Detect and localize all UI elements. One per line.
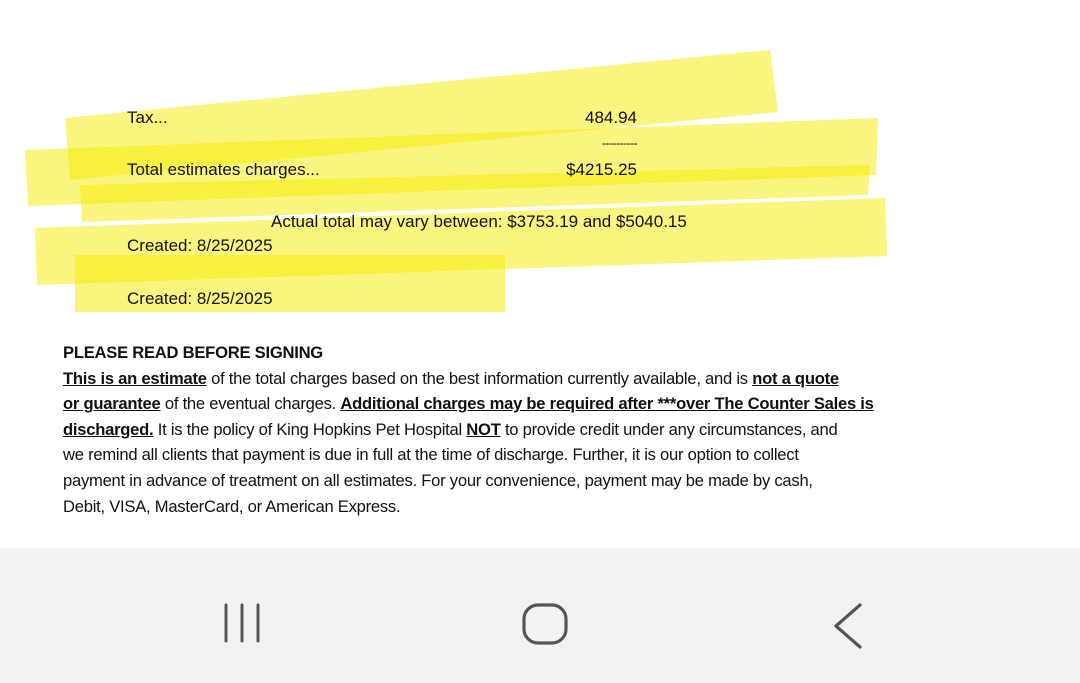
emphasized-text: Additional charges may be required after… [340,394,874,414]
highlight-stroke [80,165,870,222]
notice-text: payment in advance of treatment on all e… [63,470,813,490]
system-nav-bar [0,548,1080,683]
created-date: Created: 8/25/2025 [127,289,273,308]
notice-line: or guarantee of the eventual charges. Ad… [63,391,874,417]
total-value: $4215.25 [566,160,637,179]
highlighter-marks [25,50,887,312]
notice-line: we remind all clients that payment is du… [63,442,874,468]
notice-block: PLEASE READ BEFORE SIGNING This is an es… [63,340,874,519]
sum-divider: ---------- [602,136,637,150]
emphasized-text: not a quote [752,368,839,388]
highlight-stroke [75,255,505,312]
emphasized-text: This is an estimate [63,368,207,388]
notice-heading: PLEASE READ BEFORE SIGNING [63,343,323,362]
range-note: Actual total may vary between: $3753.19 … [271,212,687,231]
notice-text: to provide credit under any circumstance… [500,419,838,439]
total-label: Total estimates charges... [127,160,320,179]
back-icon[interactable] [830,603,866,654]
emphasized-text: NOT [466,419,501,439]
created-date: Created: 8/25/2025 [127,236,273,255]
notice-line: This is an estimate of the total charges… [63,366,874,392]
emphasized-text: or guarantee [63,394,161,414]
notice-text: of the total charges based on the best i… [206,368,753,388]
notice-line: discharged. It is the policy of King Hop… [63,417,874,443]
notice-text: of the eventual charges. [160,394,341,414]
notice-text: we remind all clients that payment is du… [63,445,799,465]
recent-apps-icon[interactable] [222,603,264,650]
notice-line: payment in advance of treatment on all e… [63,468,874,494]
home-icon[interactable] [521,603,569,650]
notice-text: Debit, VISA, MasterCard, or American Exp… [63,496,401,516]
tax-value: 484.94 [585,108,637,127]
emphasized-text: discharged. [63,419,154,439]
tax-label: Tax... [127,108,168,127]
notice-line: Debit, VISA, MasterCard, or American Exp… [63,494,874,520]
notice-text: It is the policy of King Hopkins Pet Hos… [153,419,467,439]
